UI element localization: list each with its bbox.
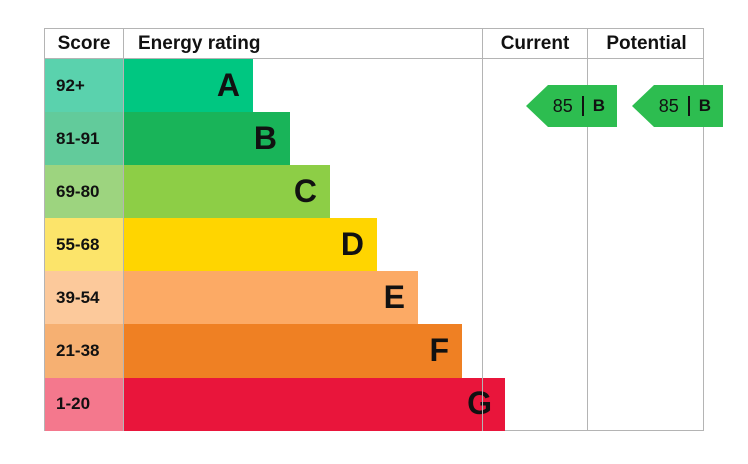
rating-band-row: 55-68 D xyxy=(45,218,703,272)
rating-band-letter: D xyxy=(340,225,364,262)
rating-band-bar: G xyxy=(123,377,505,431)
current-rating-score: 85 xyxy=(552,95,573,116)
score-range-cell: 81-91 xyxy=(45,112,123,166)
header-current: Current xyxy=(482,29,587,58)
score-range-cell: 69-80 xyxy=(45,165,123,219)
badge-separator xyxy=(687,96,690,116)
header-score: Score xyxy=(57,33,111,54)
rating-band-letter: E xyxy=(383,278,405,315)
divider-current-column xyxy=(482,59,483,431)
rating-band-row: 69-80 C xyxy=(45,165,703,219)
score-range-cell: 1-20 xyxy=(45,377,123,431)
potential-rating-badge: 85 B xyxy=(632,85,723,127)
rating-band-letter: A xyxy=(216,66,240,103)
current-rating-badge: 85 B xyxy=(526,85,617,127)
rating-band-bar: A xyxy=(123,59,253,113)
score-range-cell: 39-54 xyxy=(45,271,123,325)
rating-band-letter: C xyxy=(293,172,317,209)
score-range-cell: 21-38 xyxy=(45,324,123,378)
divider-potential-column xyxy=(587,59,588,431)
badge-separator xyxy=(581,96,584,116)
score-range-cell: 55-68 xyxy=(45,218,123,272)
rating-band-bar: E xyxy=(123,271,418,325)
rating-band-row: 39-54 E xyxy=(45,271,703,325)
table-header-row: Score Energy rating Current Potential xyxy=(45,29,703,59)
header-potential: Potential xyxy=(587,29,705,58)
rating-band-bar: F xyxy=(123,324,462,378)
rating-band-letter: B xyxy=(253,119,277,156)
rating-band-row: 21-38 F xyxy=(45,324,703,378)
epc-rating-chart: Score Energy rating Current Potential 92… xyxy=(44,28,723,431)
potential-rating-letter: B xyxy=(698,96,711,115)
rating-band-letter: F xyxy=(429,332,449,369)
rating-band-row: 81-91 B xyxy=(45,112,703,166)
rating-band-row: 1-20 G xyxy=(45,377,703,431)
score-range-cell: 92+ xyxy=(45,59,123,113)
rating-bands: 92+ A 81-91 B 69-80 C 55-68 D 39-54 E 21-38 F 1-20 G xyxy=(45,59,703,431)
rating-band-letter: G xyxy=(467,385,492,422)
header-energy-rating: Energy rating xyxy=(123,29,482,58)
rating-band-bar: C xyxy=(123,165,330,219)
rating-band-row: 92+ A xyxy=(45,59,703,113)
rating-band-bar: B xyxy=(123,112,290,166)
divider-score-column xyxy=(123,59,124,431)
current-rating-letter: B xyxy=(592,96,605,115)
rating-band-bar: D xyxy=(123,218,377,272)
potential-rating-score: 85 xyxy=(658,95,679,116)
